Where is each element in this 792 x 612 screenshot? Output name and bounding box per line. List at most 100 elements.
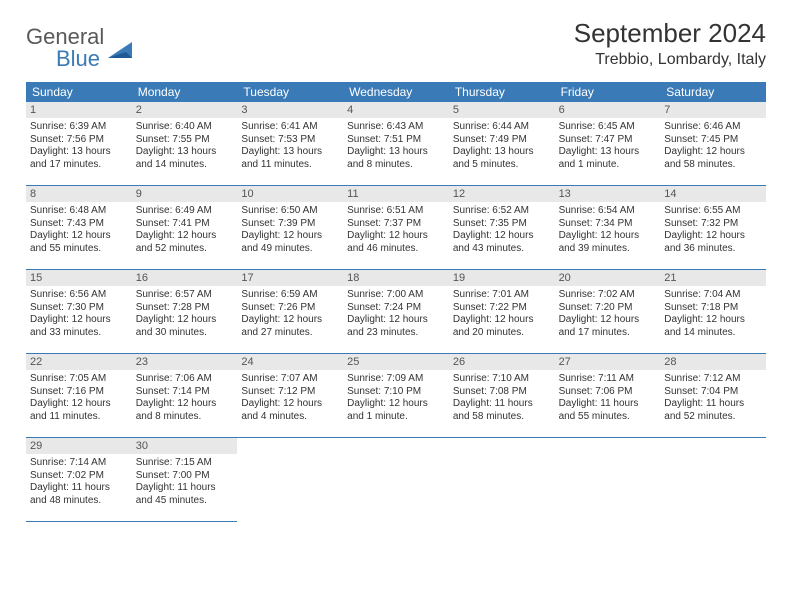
sunset-line: Sunset: 7:43 PM bbox=[30, 218, 128, 231]
sunrise-line: Sunrise: 6:43 AM bbox=[347, 121, 445, 134]
empty-cell bbox=[449, 438, 555, 522]
weekday-header: Sunday bbox=[26, 82, 132, 102]
daylight-line: Daylight: 12 hours and 14 minutes. bbox=[664, 314, 762, 339]
day-cell: 21 Sunrise: 7:04 AMSunset: 7:18 PMDayligh… bbox=[660, 270, 766, 354]
day-number: 17 bbox=[237, 270, 343, 286]
daylight-line: Daylight: 12 hours and 58 minutes. bbox=[664, 146, 762, 171]
sunset-line: Sunset: 7:47 PM bbox=[559, 134, 657, 147]
sunset-line: Sunset: 7:41 PM bbox=[136, 218, 234, 231]
calendar-page: General Blue September 2024 Trebbio, Lom… bbox=[0, 0, 792, 540]
daylight-line: Daylight: 12 hours and 46 minutes. bbox=[347, 230, 445, 255]
day-number: 5 bbox=[449, 102, 555, 118]
sunrise-line: Sunrise: 7:14 AM bbox=[30, 457, 128, 470]
day-cell: 2Sunrise: 6:40 AMSunset: 7:55 PMDaylight… bbox=[132, 102, 238, 186]
logo: General Blue bbox=[26, 24, 136, 72]
month-title: September 2024 bbox=[574, 18, 766, 49]
calendar-grid: 1Sunrise: 6:39 AMSunset: 7:56 PMDaylight… bbox=[26, 102, 766, 522]
sunset-line: Sunset: 7:35 PM bbox=[453, 218, 551, 231]
sunset-line: Sunset: 7:24 PM bbox=[347, 302, 445, 315]
weekday-header-row: SundayMondayTuesdayWednesdayThursdayFrid… bbox=[26, 82, 766, 102]
weekday-header: Saturday bbox=[660, 82, 766, 102]
day-cell: 7Sunrise: 6:46 AMSunset: 7:45 PMDaylight… bbox=[660, 102, 766, 186]
day-number: 28 bbox=[660, 354, 766, 370]
daylight-line: Daylight: 12 hours and 23 minutes. bbox=[347, 314, 445, 339]
sunset-line: Sunset: 7:22 PM bbox=[453, 302, 551, 315]
daylight-line: Daylight: 11 hours and 55 minutes. bbox=[559, 398, 657, 423]
day-number: 15 bbox=[26, 270, 132, 286]
day-number: 21 bbox=[660, 270, 766, 286]
sunrise-line: Sunrise: 6:52 AM bbox=[453, 205, 551, 218]
day-cell: 29Sunrise: 7:14 AMSunset: 7:02 PMDayligh… bbox=[26, 438, 132, 522]
day-cell: 3Sunrise: 6:41 AMSunset: 7:53 PMDaylight… bbox=[237, 102, 343, 186]
sunset-line: Sunset: 7:14 PM bbox=[136, 386, 234, 399]
day-number: 19 bbox=[449, 270, 555, 286]
sunrise-line: Sunrise: 7:01 AM bbox=[453, 289, 551, 302]
sunset-line: Sunset: 7:30 PM bbox=[30, 302, 128, 315]
sunrise-line: Sunrise: 6:56 AM bbox=[30, 289, 128, 302]
sunset-line: Sunset: 7:10 PM bbox=[347, 386, 445, 399]
sunset-line: Sunset: 7:37 PM bbox=[347, 218, 445, 231]
day-cell: 11 Sunrise: 6:51 AMSunset: 7:37 PMDayligh… bbox=[343, 186, 449, 270]
sunrise-line: Sunrise: 6:51 AM bbox=[347, 205, 445, 218]
day-cell: 9Sunrise: 6:49 AMSunset: 7:41 PMDaylight… bbox=[132, 186, 238, 270]
sunrise-line: Sunrise: 6:40 AM bbox=[136, 121, 234, 134]
day-number: 12 bbox=[449, 186, 555, 202]
sunrise-line: Sunrise: 6:45 AM bbox=[559, 121, 657, 134]
sunset-line: Sunset: 7:49 PM bbox=[453, 134, 551, 147]
daylight-line: Daylight: 13 hours and 17 minutes. bbox=[30, 146, 128, 171]
sunset-line: Sunset: 7:08 PM bbox=[453, 386, 551, 399]
daylight-line: Daylight: 13 hours and 5 minutes. bbox=[453, 146, 551, 171]
day-number: 7 bbox=[660, 102, 766, 118]
daylight-line: Daylight: 12 hours and 1 minute. bbox=[347, 398, 445, 423]
sunset-line: Sunset: 7:12 PM bbox=[241, 386, 339, 399]
sunrise-line: Sunrise: 7:04 AM bbox=[664, 289, 762, 302]
day-cell: 4Sunrise: 6:43 AMSunset: 7:51 PMDaylight… bbox=[343, 102, 449, 186]
day-cell: 13Sunrise: 6:54 AMSunset: 7:34 PMDayligh… bbox=[555, 186, 661, 270]
daylight-line: Daylight: 12 hours and 39 minutes. bbox=[559, 230, 657, 255]
daylight-line: Daylight: 12 hours and 27 minutes. bbox=[241, 314, 339, 339]
sunrise-line: Sunrise: 7:10 AM bbox=[453, 373, 551, 386]
daylight-line: Daylight: 12 hours and 33 minutes. bbox=[30, 314, 128, 339]
day-cell: 19Sunrise: 7:01 AMSunset: 7:22 PMDayligh… bbox=[449, 270, 555, 354]
sunset-line: Sunset: 7:18 PM bbox=[664, 302, 762, 315]
day-number: 2 bbox=[132, 102, 238, 118]
sunset-line: Sunset: 7:56 PM bbox=[30, 134, 128, 147]
daylight-line: Daylight: 12 hours and 11 minutes. bbox=[30, 398, 128, 423]
sunrise-line: Sunrise: 6:44 AM bbox=[453, 121, 551, 134]
daylight-line: Daylight: 11 hours and 48 minutes. bbox=[30, 482, 128, 507]
day-cell: 8Sunrise: 6:48 AMSunset: 7:43 PMDaylight… bbox=[26, 186, 132, 270]
sunrise-line: Sunrise: 6:57 AM bbox=[136, 289, 234, 302]
sunset-line: Sunset: 7:16 PM bbox=[30, 386, 128, 399]
day-cell: 15 Sunrise: 6:56 AMSunset: 7:30 PMDayligh… bbox=[26, 270, 132, 354]
day-number: 14 bbox=[660, 186, 766, 202]
weekday-header: Friday bbox=[555, 82, 661, 102]
sunrise-line: Sunrise: 6:59 AM bbox=[241, 289, 339, 302]
daylight-line: Daylight: 12 hours and 17 minutes. bbox=[559, 314, 657, 339]
day-cell: 12 Sunrise: 6:52 AMSunset: 7:35 PMDayligh… bbox=[449, 186, 555, 270]
daylight-line: Daylight: 12 hours and 43 minutes. bbox=[453, 230, 551, 255]
sunrise-line: Sunrise: 7:02 AM bbox=[559, 289, 657, 302]
sunrise-line: Sunrise: 7:15 AM bbox=[136, 457, 234, 470]
daylight-line: Daylight: 12 hours and 55 minutes. bbox=[30, 230, 128, 255]
sunset-line: Sunset: 7:06 PM bbox=[559, 386, 657, 399]
sunset-line: Sunset: 7:51 PM bbox=[347, 134, 445, 147]
day-number: 13 bbox=[555, 186, 661, 202]
title-block: September 2024 Trebbio, Lombardy, Italy bbox=[574, 18, 766, 69]
day-number: 4 bbox=[343, 102, 449, 118]
daylight-line: Daylight: 12 hours and 49 minutes. bbox=[241, 230, 339, 255]
daylight-line: Daylight: 13 hours and 14 minutes. bbox=[136, 146, 234, 171]
day-number: 9 bbox=[132, 186, 238, 202]
sunset-line: Sunset: 7:39 PM bbox=[241, 218, 339, 231]
day-number: 23 bbox=[132, 354, 238, 370]
empty-cell bbox=[660, 438, 766, 522]
daylight-line: Daylight: 11 hours and 52 minutes. bbox=[664, 398, 762, 423]
sunrise-line: Sunrise: 6:41 AM bbox=[241, 121, 339, 134]
day-number: 27 bbox=[555, 354, 661, 370]
day-cell: 18Sunrise: 7:00 AMSunset: 7:24 PMDayligh… bbox=[343, 270, 449, 354]
day-cell: 27Sunrise: 7:11 AMSunset: 7:06 PMDayligh… bbox=[555, 354, 661, 438]
day-number: 11 bbox=[343, 186, 449, 202]
header: General Blue September 2024 Trebbio, Lom… bbox=[26, 18, 766, 72]
sunrise-line: Sunrise: 7:09 AM bbox=[347, 373, 445, 386]
sunrise-line: Sunrise: 7:12 AM bbox=[664, 373, 762, 386]
weekday-header: Tuesday bbox=[237, 82, 343, 102]
